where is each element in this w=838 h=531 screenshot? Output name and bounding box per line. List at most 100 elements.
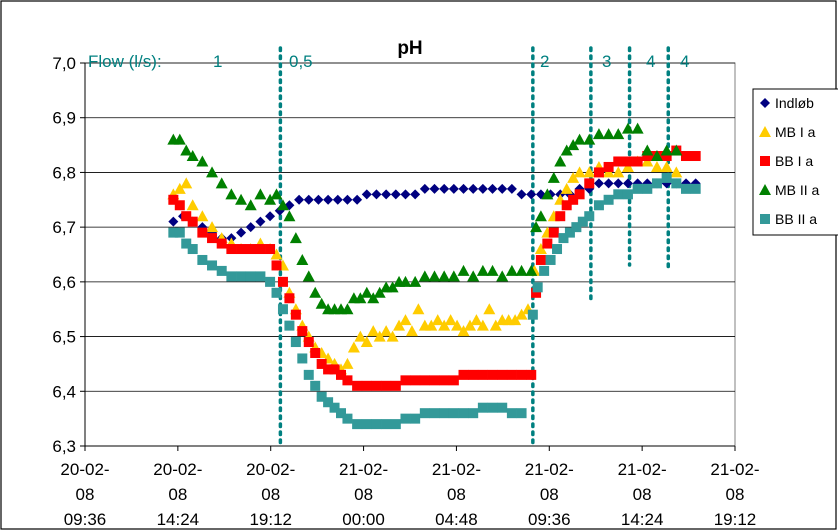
- data-point: [593, 178, 604, 189]
- data-point: [381, 380, 392, 391]
- data-point: [497, 402, 508, 413]
- flow-value-label: 3: [602, 52, 611, 71]
- series-bb-i-a: [168, 145, 701, 391]
- data-point: [531, 287, 542, 298]
- data-point: [505, 264, 518, 276]
- data-point: [534, 210, 547, 222]
- data-point: [255, 244, 266, 255]
- data-point: [560, 182, 573, 194]
- data-point: [294, 194, 305, 205]
- data-point: [354, 292, 367, 304]
- data-point: [206, 166, 219, 178]
- data-point: [245, 271, 256, 282]
- data-point: [526, 369, 537, 380]
- y-tick-label: 6,8: [52, 163, 76, 182]
- data-point: [352, 380, 363, 391]
- data-point: [509, 314, 522, 326]
- data-point: [622, 156, 633, 167]
- data-point: [297, 326, 308, 337]
- flow-value-label: 1: [213, 52, 222, 71]
- data-point: [399, 314, 412, 326]
- data-point: [264, 193, 277, 205]
- data-point: [516, 189, 527, 200]
- data-point: [651, 178, 662, 189]
- data-point: [197, 254, 208, 265]
- x-tick-label: 21-02-08 00:00: [339, 460, 388, 529]
- data-point: [670, 144, 683, 156]
- data-point: [386, 330, 399, 342]
- legend-label: MB II a: [775, 182, 820, 198]
- data-point: [567, 171, 580, 183]
- data-point: [487, 183, 498, 194]
- data-point: [381, 189, 392, 200]
- flow-value-label: 2: [540, 52, 549, 71]
- data-point: [574, 189, 585, 200]
- x-tick-label: 21-02-08 19:12: [710, 460, 759, 529]
- data-point: [670, 166, 683, 178]
- data-point: [451, 319, 464, 331]
- y-tick-label: 6,6: [52, 273, 76, 292]
- data-point: [186, 199, 199, 211]
- data-point: [174, 200, 185, 211]
- legend-marker: [760, 156, 770, 166]
- data-point: [180, 144, 193, 156]
- data-point: [277, 276, 288, 287]
- data-point: [400, 413, 411, 424]
- data-point: [506, 369, 517, 380]
- series-bb-ii-a: [168, 172, 701, 430]
- data-point: [680, 151, 691, 162]
- data-point: [187, 244, 198, 255]
- data-point: [270, 248, 283, 260]
- data-point: [284, 320, 295, 331]
- data-point: [431, 314, 444, 326]
- data-point: [438, 319, 451, 331]
- data-point: [468, 369, 479, 380]
- data-point: [323, 364, 334, 375]
- data-point: [622, 178, 633, 189]
- flow-value-label: 4: [680, 52, 689, 71]
- data-point: [690, 151, 701, 162]
- y-tick-label: 6,9: [52, 109, 76, 128]
- data-point: [671, 178, 682, 189]
- data-point: [373, 330, 386, 342]
- data-point: [419, 375, 430, 386]
- data-point: [526, 189, 537, 200]
- data-point: [168, 216, 179, 227]
- y-tick-label: 6,5: [52, 328, 76, 347]
- data-point: [542, 238, 553, 249]
- data-point: [660, 144, 673, 156]
- data-point: [313, 194, 324, 205]
- data-point: [457, 264, 470, 276]
- data-point: [487, 369, 498, 380]
- data-point: [329, 364, 340, 375]
- data-point: [477, 369, 488, 380]
- data-point: [173, 182, 186, 194]
- data-point: [476, 264, 489, 276]
- data-point: [410, 375, 421, 386]
- data-point: [467, 270, 480, 282]
- data-point: [547, 171, 560, 183]
- data-point: [593, 200, 604, 211]
- data-point: [207, 260, 218, 271]
- data-point: [632, 156, 643, 167]
- data-point: [439, 183, 450, 194]
- data-point: [613, 189, 624, 200]
- y-tick-label: 6,7: [52, 218, 76, 237]
- data-point: [373, 286, 386, 298]
- data-point: [631, 122, 644, 134]
- data-point: [476, 319, 489, 331]
- data-point: [525, 264, 538, 276]
- data-point: [367, 325, 380, 337]
- data-point: [323, 397, 334, 408]
- data-point: [448, 375, 459, 386]
- data-point: [180, 177, 193, 189]
- data-point: [271, 287, 282, 298]
- data-point: [439, 375, 450, 386]
- data-point: [196, 210, 209, 222]
- data-point: [316, 358, 327, 369]
- data-point: [206, 221, 219, 233]
- data-point: [323, 194, 334, 205]
- data-point: [360, 286, 373, 298]
- data-point: [534, 243, 547, 255]
